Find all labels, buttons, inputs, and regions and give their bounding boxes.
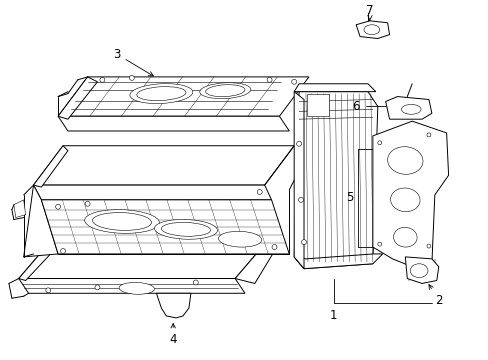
Text: 4: 4 [169,324,177,346]
Ellipse shape [92,212,151,230]
Circle shape [56,204,61,209]
Ellipse shape [84,210,159,233]
Ellipse shape [137,87,185,100]
Ellipse shape [393,228,416,247]
Circle shape [298,197,303,202]
Polygon shape [58,77,308,116]
Polygon shape [294,84,375,92]
Ellipse shape [119,283,154,294]
Polygon shape [14,200,25,217]
Polygon shape [156,293,190,318]
Polygon shape [372,121,447,267]
Circle shape [301,240,306,244]
Ellipse shape [363,25,379,35]
Polygon shape [19,244,264,279]
Polygon shape [23,185,58,257]
Ellipse shape [200,83,250,99]
Circle shape [426,133,430,137]
Circle shape [129,75,134,80]
Circle shape [100,77,104,82]
Polygon shape [58,116,289,131]
Polygon shape [294,254,382,269]
Text: 6: 6 [352,100,359,113]
Circle shape [85,201,90,206]
Polygon shape [34,146,68,187]
Polygon shape [41,200,289,254]
Polygon shape [405,257,438,283]
Ellipse shape [130,84,192,104]
Ellipse shape [409,264,427,278]
Ellipse shape [387,147,422,174]
Text: 1: 1 [329,309,337,323]
Polygon shape [34,185,271,200]
Text: 7: 7 [366,4,373,21]
Text: 5: 5 [346,192,353,204]
Circle shape [61,248,65,253]
Polygon shape [58,77,97,119]
Circle shape [296,141,301,146]
Polygon shape [294,92,304,269]
Circle shape [291,79,296,84]
Circle shape [266,77,271,82]
Polygon shape [235,244,274,283]
Polygon shape [306,94,328,116]
Circle shape [426,244,430,248]
Polygon shape [19,279,244,293]
Circle shape [377,242,381,246]
Ellipse shape [401,104,420,114]
Circle shape [95,285,100,290]
Polygon shape [294,92,377,269]
Ellipse shape [218,231,261,247]
Circle shape [377,141,381,145]
Polygon shape [34,146,294,185]
Polygon shape [385,96,431,119]
Ellipse shape [154,220,217,239]
Circle shape [46,288,51,293]
Polygon shape [355,21,389,39]
Text: 3: 3 [113,48,153,76]
Circle shape [193,280,198,285]
Ellipse shape [161,222,210,236]
Ellipse shape [205,85,244,96]
Ellipse shape [390,188,419,212]
Circle shape [271,244,276,249]
Circle shape [257,189,262,194]
Polygon shape [19,244,55,280]
Text: 2: 2 [428,285,442,307]
